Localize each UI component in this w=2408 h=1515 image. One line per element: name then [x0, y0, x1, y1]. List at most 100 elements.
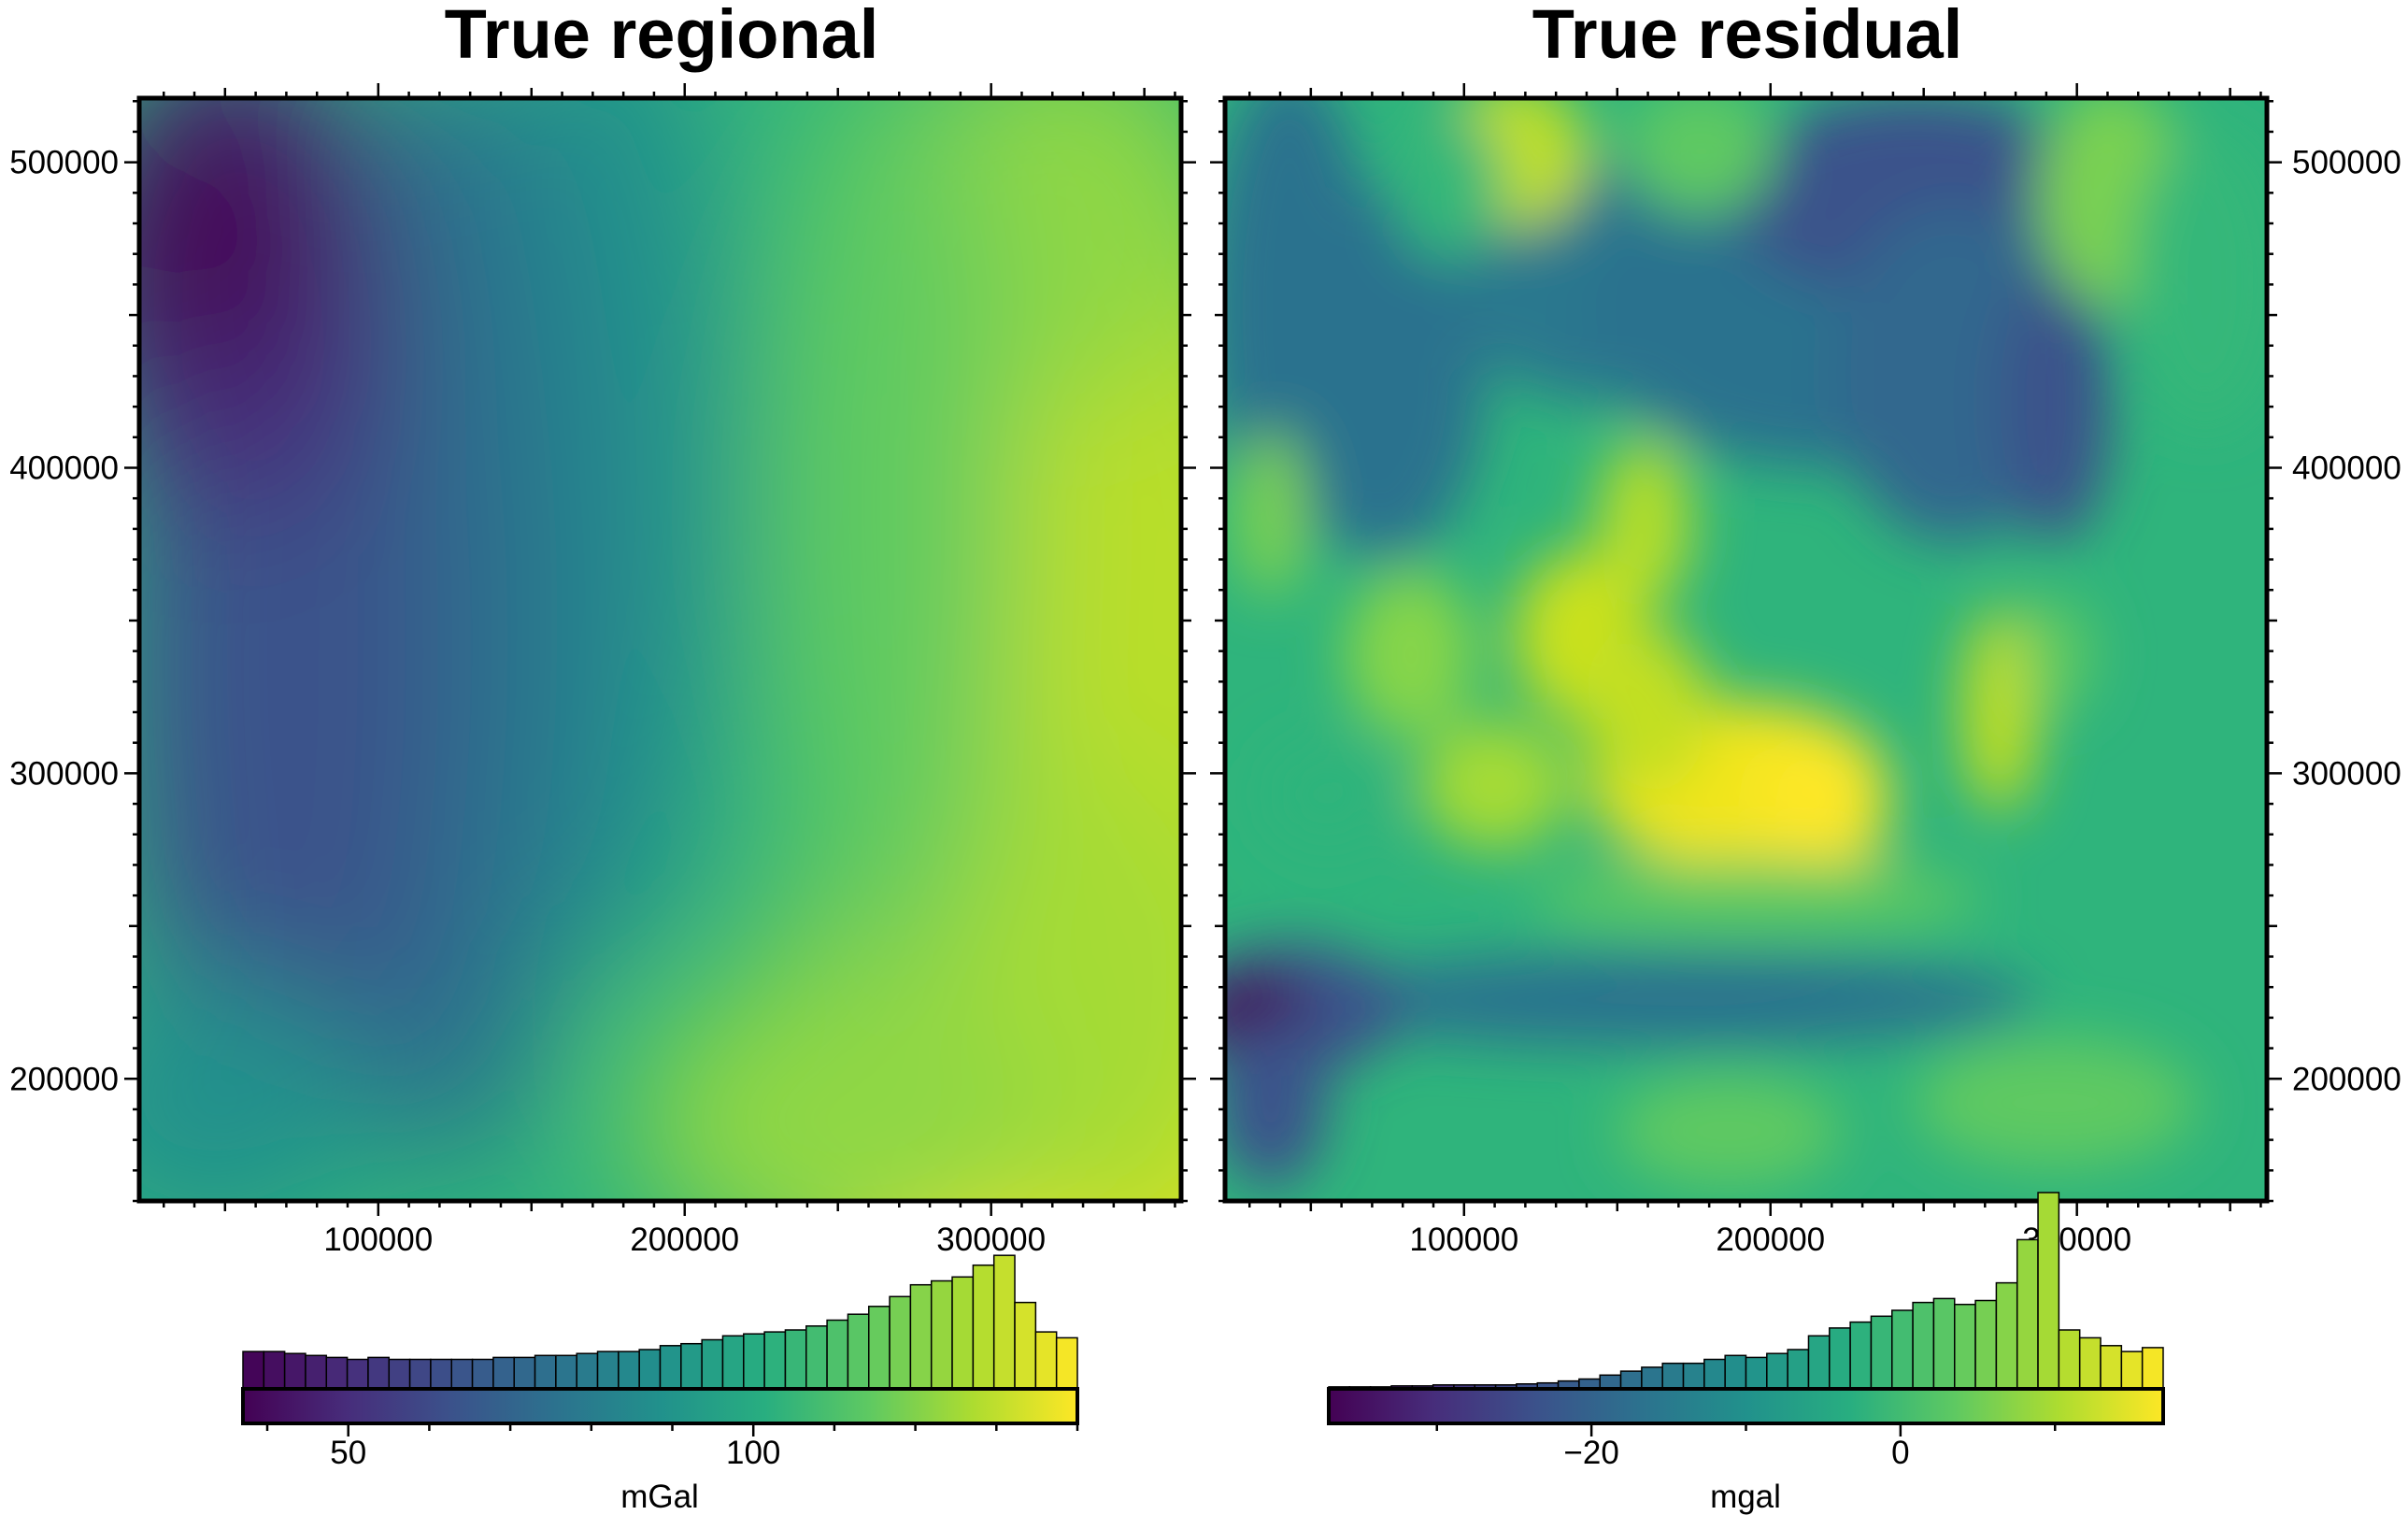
histogram-bar — [2120, 1351, 2144, 1390]
histogram-bar — [805, 1325, 828, 1390]
histogram-bar — [1870, 1315, 1893, 1390]
histogram-bar — [1787, 1349, 1810, 1390]
histogram-bar — [2141, 1347, 2164, 1390]
colorbar-histogram — [242, 1254, 1078, 1390]
colorbar-regional: 50 100 mGal — [241, 1254, 1079, 1515]
histogram-bar — [2037, 1192, 2060, 1390]
histogram-bar — [1703, 1358, 1726, 1390]
histogram-bar — [930, 1279, 953, 1390]
plot-frame — [136, 95, 1184, 1204]
histogram-bar — [951, 1276, 975, 1390]
x-tick-label: 100000 — [323, 1222, 433, 1258]
histogram-bar — [2058, 1329, 2081, 1390]
histogram-bar — [492, 1356, 515, 1390]
heatmap-regional — [139, 98, 1181, 1201]
histogram-bar — [680, 1342, 703, 1390]
histogram-bar — [1829, 1327, 1851, 1390]
colorbar-ticks: −20 0 — [1435, 1423, 2057, 1471]
histogram-bar — [1034, 1331, 1058, 1390]
colorbar — [1327, 1387, 2165, 1425]
histogram-bar — [1724, 1354, 1747, 1390]
histogram-bar — [1891, 1309, 1914, 1390]
y-tick-label: 200000 — [9, 1061, 119, 1097]
histogram-bar — [367, 1356, 391, 1390]
histogram-bar — [618, 1351, 640, 1390]
x-tick-label: 300000 — [936, 1222, 1046, 1258]
histogram-bar — [576, 1352, 599, 1390]
y-tick-label: 500000 — [9, 145, 119, 181]
y-tick-label: 400000 — [2292, 450, 2401, 487]
colorbar-ticks: 50 100 — [265, 1423, 1079, 1471]
histogram-bar — [1682, 1362, 1705, 1390]
panel-true-residual: True residual — [1210, 0, 2401, 1515]
y-tick-label: 300000 — [2292, 755, 2401, 792]
histogram-bar — [513, 1356, 536, 1390]
y-tick-label: 300000 — [9, 755, 119, 792]
histogram-bar — [2100, 1345, 2123, 1390]
histogram-bar — [1599, 1374, 1622, 1390]
histogram-bar — [263, 1351, 286, 1390]
histogram-bar — [388, 1358, 411, 1390]
histogram-bar — [763, 1331, 787, 1390]
histogram-bar — [826, 1319, 849, 1390]
colorbar-label: mGal — [620, 1479, 699, 1515]
histogram-bar — [721, 1335, 745, 1390]
x-tick-label: 200000 — [630, 1222, 739, 1258]
histogram-bar — [1995, 1281, 2018, 1390]
histogram-bar — [659, 1345, 682, 1390]
histogram-bar — [1807, 1335, 1831, 1390]
histogram-bar — [1619, 1370, 1643, 1390]
x-tick-label: 200000 — [1716, 1222, 1825, 1258]
histogram-bar — [2016, 1238, 2039, 1390]
histogram-bar — [346, 1358, 369, 1390]
colorbar-tick-label: 50 — [330, 1435, 366, 1471]
y-axis: 200000 300000 400000 500000 — [1210, 100, 2401, 1203]
histogram-bar — [2078, 1336, 2102, 1390]
histogram-bar — [283, 1352, 306, 1390]
y-tick-label: 500000 — [2292, 145, 2401, 181]
histogram-bar — [847, 1313, 870, 1390]
plot-frame — [1222, 95, 2270, 1204]
histogram-bar — [1974, 1299, 1998, 1390]
histogram-bar — [471, 1358, 494, 1390]
colorbar-tick-label: 100 — [726, 1435, 780, 1471]
histogram-bar — [1014, 1301, 1037, 1390]
histogram-bar — [868, 1306, 891, 1390]
colorbar-tick-label: 0 — [1891, 1435, 1909, 1471]
histogram-bar — [1912, 1301, 1935, 1390]
colorbar — [241, 1387, 1079, 1425]
colorbar-residual: −20 0 mgal — [1327, 1192, 2165, 1515]
histogram-bar — [555, 1354, 577, 1390]
histogram-bar — [784, 1329, 807, 1390]
histogram-bar — [1745, 1356, 1768, 1390]
histogram-bar — [242, 1351, 265, 1390]
histogram-bar — [596, 1351, 620, 1390]
histogram-bar — [701, 1338, 724, 1390]
histogram-bar — [408, 1358, 432, 1390]
histogram-bar — [1055, 1336, 1078, 1390]
histogram-bar — [909, 1283, 933, 1390]
panel-true-regional: True regional 100000 200000 300000 200000 3… — [9, 0, 1196, 1515]
histogram-bar — [1954, 1303, 1976, 1390]
histogram-bar — [743, 1333, 765, 1390]
y-tick-label: 200000 — [2292, 1061, 2401, 1097]
chart-title: True regional — [445, 0, 879, 73]
chart-title: True residual — [1532, 0, 1963, 73]
histogram-bar — [534, 1354, 557, 1390]
y-axis: 200000 300000 400000 500000 — [9, 100, 1196, 1203]
heatmap-residual — [1225, 98, 2267, 1201]
colorbar-label: mgal — [1710, 1479, 1781, 1515]
colorbar-histogram — [1328, 1192, 2164, 1390]
x-tick-label: 100000 — [1409, 1222, 1518, 1258]
histogram-bar — [1641, 1366, 1663, 1390]
histogram-bar — [1766, 1352, 1788, 1390]
histogram-bar — [638, 1349, 662, 1390]
histogram-bar — [1849, 1321, 1873, 1390]
histogram-bar — [1661, 1362, 1685, 1390]
histogram-bar — [889, 1295, 912, 1390]
histogram-bar — [305, 1354, 328, 1390]
histogram-bar — [1932, 1297, 1956, 1390]
y-tick-label: 400000 — [9, 450, 119, 487]
x-axis: 100000 200000 300000 — [1247, 83, 2262, 1258]
